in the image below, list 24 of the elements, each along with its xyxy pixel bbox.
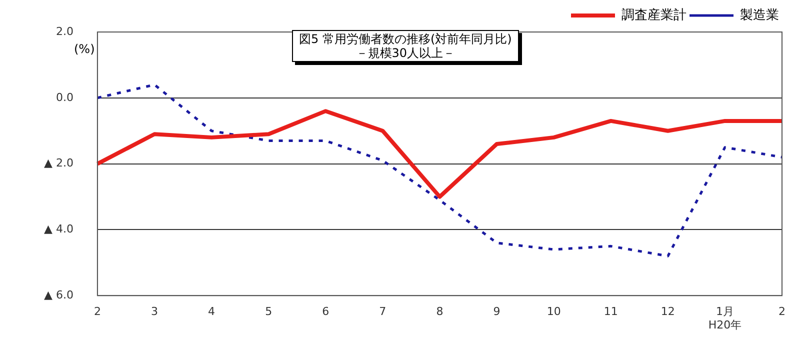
x-tick-label: 10 (546, 305, 561, 318)
y-tick-label: ▲ 4.0 (44, 222, 74, 236)
y-tick-label: 0.0 (56, 90, 74, 104)
y-axis-title: (%) (74, 42, 95, 56)
line-series (96, 83, 784, 258)
x-tick-label: 6 (322, 305, 330, 318)
x-tick-label: 11 (604, 305, 618, 318)
x-tick-label: 2 (778, 305, 786, 318)
x-tick-label: 5 (265, 305, 272, 318)
x-tick-label: 3 (150, 305, 158, 318)
x-tick-label: 9 (493, 305, 500, 318)
x-tick-label: 12 (660, 305, 675, 318)
x-tick-label: 7 (379, 305, 386, 318)
y-tick-label: 2.0 (56, 24, 74, 38)
chart-title: 図5 常用労働者数の推移(対前年同月比) (299, 32, 512, 46)
y-tick-label: ▲ 2.0 (44, 156, 74, 170)
legend-label: 製造業 (740, 8, 779, 23)
x-tick-label: 1月 H20年 (708, 305, 742, 332)
x-tick-label: 8 (436, 305, 444, 318)
y-tick-label: ▲ 6.0 (44, 288, 74, 302)
x-tick-label: 4 (208, 305, 216, 318)
x-tick-label: 2 (94, 305, 101, 318)
legend-label: 調査産業計 (622, 6, 686, 23)
text: －規模30人以上－ (354, 46, 456, 60)
